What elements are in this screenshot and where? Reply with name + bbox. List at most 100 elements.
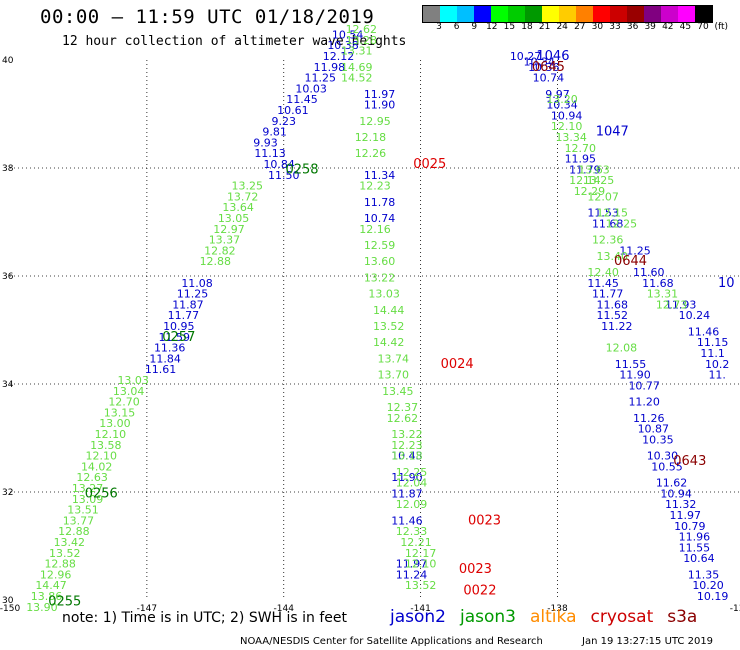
colorbar-swatch [695,6,712,22]
data-point-jason3: 12.21 [400,536,432,549]
data-point-jason3: 12.25 [606,217,638,230]
colorbar-swatch [559,6,576,22]
data-point-jason2: 11.46 [391,514,423,527]
data-point-jason3: 13.51 [67,504,99,517]
colorbar-unit-label: (ft) [714,22,728,32]
data-point-jason2: 9.97 [545,88,570,101]
x-tick-label: -134 [730,604,740,614]
data-point-jason2: 11.25 [619,244,651,257]
data-point-jason3: 13.28 [346,34,378,47]
data-point-jason2: 11.20 [628,396,660,409]
colorbar-labels: 3 6 9 12 15 18 21 24 27 30 33 36 39 42 45 70 [422,22,740,36]
data-point-jason3: 12.73 [656,298,688,311]
note-text: note: 1) Time is in UTC; 2) SWH is in fe… [62,610,348,626]
data-point-jason3: 12.62 [346,23,378,36]
data-point-jason2: 11.25 [177,288,209,301]
data-point-jason3: 12.18 [355,131,387,144]
colorbar-label: 70 [697,22,709,32]
data-point-jason3: 12.10 [551,120,583,133]
data-point-jason3: 13.25 [232,180,264,193]
colorbar-swatch [627,6,644,22]
colorbar-swatch [423,6,440,22]
data-point-jason3: 13.09 [72,493,104,506]
data-point-jason2: 10.94 [551,109,583,122]
time-label: 0256 [85,486,118,501]
data-point-jason2: 11.25 [305,72,337,85]
data-point-jason2: 10.34 [546,99,578,112]
data-point-jason2: 10.87 [638,423,670,436]
data-point-jason2: 11.45 [587,277,619,290]
satellite-legend: jason2 jason3 altika cryosat s3a [390,607,711,627]
data-point-jason2: 11.87 [172,298,204,311]
colorbar-label: 3 [436,22,442,32]
data-point-jason2: 11.26 [633,412,665,425]
data-point-jason2: 11.61 [145,363,177,376]
data-point-jason3: 12.26 [355,147,387,160]
data-point-jason3: 13.22 [391,428,423,441]
y-tick-label: 34 [2,380,14,390]
data-point-jason3: 12.29 [574,185,606,198]
wave-height-colorbar [422,5,713,23]
data-point-jason2: 11.36 [154,342,186,355]
data-point-jason3: 14.47 [35,579,67,592]
data-point-jason3: 13.60 [364,255,396,268]
data-point-jason2: 11.79 [569,163,601,176]
data-point-jason2: 11.84 [149,352,181,365]
data-point-jason3: 13.77 [63,514,95,527]
data-point-jason3: 12.17 [405,547,437,560]
data-point-jason3: 12.95 [359,115,391,128]
y-tick-label: 32 [2,488,13,498]
data-point-jason2: 10.77 [628,379,660,392]
data-point-jason2: 11.90 [391,471,423,484]
time-label: 1046 [536,49,569,64]
data-point-jason3: 12.59 [364,239,396,252]
data-point-jason3: 12.23 [391,439,423,452]
data-point-jason3: 12.16 [359,223,391,236]
x-tick-label: -144 [274,604,295,614]
data-point-jason3: 12.10 [405,558,437,571]
colorbar-swatch [661,6,678,22]
data-point-jason3: 13.52 [49,547,81,560]
data-point-jason2: 11.97 [670,509,702,522]
data-point-jason2: 10.61 [277,104,309,117]
x-tick-label: -150 [0,604,20,614]
data-point-jason3: 13.63 [578,163,610,176]
time-label: 0645 [532,60,565,75]
colorbar-swatch [508,6,525,22]
data-point-jason2: 11.35 [688,568,720,581]
data-point-jason3: 14.42 [373,336,405,349]
x-tick-label: -147 [137,604,157,614]
data-point-jason3: 12.63 [76,471,108,484]
data-point-jason3: 13.64 [222,201,254,214]
data-point-jason2: 11.15 [697,336,729,349]
data-point-jason3: 13.58 [90,439,122,452]
data-point-jason2: 10.94 [660,487,692,500]
data-point-jason3: 12.37 [387,401,419,414]
data-point-jason2: 10.36 [528,61,560,74]
data-point-jason2: 10.38 [327,39,359,52]
footer-credit: NOAA/NESDIS Center for Satellite Applica… [240,636,543,647]
colorbar-label: 45 [679,22,692,32]
data-point-jason2: 11.08 [181,277,213,290]
data-point-jason2: 11.98 [314,61,346,74]
data-point-jason3: 13.27 [72,482,104,495]
data-point-jason3: 13.72 [227,190,259,203]
data-point-jason3: 13.18 [391,450,423,463]
data-point-jason3: 14.69 [341,61,373,74]
data-point-jason2: 11.77 [592,288,624,301]
data-point-jason3: 12.15 [597,207,629,220]
data-point-jason3: 12.70 [108,396,140,409]
data-point-jason2: 11.97 [396,558,428,571]
data-point-jason2: 10.84 [263,158,295,171]
colorbar-label: 42 [662,22,674,32]
data-point-jason2: 11.1 [700,347,725,360]
data-point-jason3: 13.40 [597,250,629,263]
data-point-jason2: 10.20 [692,579,724,592]
data-point-jason3: 12.82 [204,244,236,257]
data-point-jason3: 13.45 [382,385,414,398]
data-point-jason2: 11.96 [679,531,711,544]
data-point-jason2: 9.23 [272,115,297,128]
data-point-jason3: 13.04 [113,385,145,398]
data-point-jason3: 12.07 [587,190,619,203]
data-point-jason2: 11.68 [642,277,674,290]
